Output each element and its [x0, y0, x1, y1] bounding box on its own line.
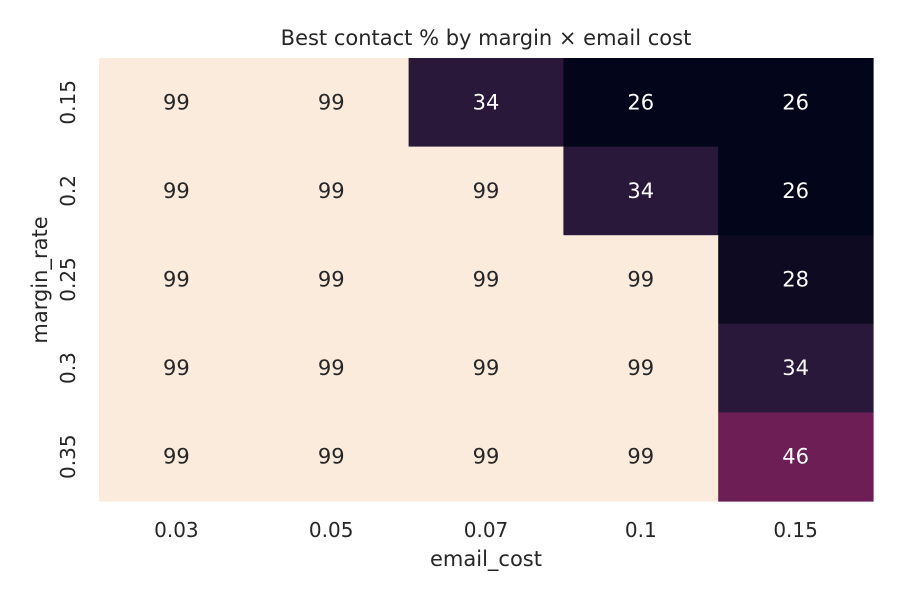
cell-value-label-0-4: 26 — [782, 90, 809, 114]
heatmap-cell-4-2 — [408, 412, 564, 502]
x-axis-label: email_cost — [430, 547, 542, 572]
x-tick-labels: 0.03 0.05 0.07 0.1 0.15 — [154, 518, 818, 542]
cell-value-label-0-3: 26 — [627, 90, 654, 114]
cell-value-label-2-4: 28 — [782, 268, 809, 292]
y-tick-label-4: 0.35 — [56, 434, 80, 479]
y-tick-label-0: 0.15 — [56, 80, 80, 125]
cell-value-label-3-4: 34 — [782, 356, 809, 380]
heatmap-cell-4-4 — [718, 412, 874, 502]
cell-value-label-1-3: 34 — [627, 179, 654, 203]
heatmap-cell-0-2 — [408, 58, 564, 148]
heatmap-cell-4-0 — [99, 412, 255, 502]
heatmap-cell-3-3 — [563, 323, 719, 413]
heatmap-cell-4-3 — [563, 412, 719, 502]
heatmap-cell-2-2 — [408, 235, 564, 325]
cell-value-label-1-4: 26 — [782, 179, 809, 203]
heatmap-cell-3-1 — [253, 323, 410, 413]
cell-value-label-4-3: 99 — [627, 445, 654, 469]
heatmap-cell-2-3 — [563, 235, 719, 325]
cell-value-label-3-1: 99 — [318, 356, 345, 380]
x-tick-label-1: 0.05 — [309, 518, 354, 542]
y-axis-label: margin_rate — [28, 216, 53, 343]
heatmap-cell-2-0 — [99, 235, 255, 325]
y-tick-label-2: 0.25 — [56, 257, 80, 302]
cell-value-label-1-1: 99 — [318, 179, 345, 203]
heatmap-cell-0-3 — [563, 58, 719, 148]
cell-value-label-1-2: 99 — [473, 179, 500, 203]
heatmap-cell-4-1 — [253, 412, 410, 502]
cell-value-label-3-3: 99 — [627, 356, 654, 380]
heatmap-data-labels: 99 99 34 26 26 99 99 99 34 26 99 99 99 99 28 99 99 99 99 34… — [163, 90, 809, 468]
heatmap-cell-0-1 — [253, 58, 410, 148]
heatmap-cell-1-0 — [99, 146, 255, 236]
heatmap-cell-2-4 — [718, 235, 874, 325]
x-tick-label-3: 0.1 — [625, 518, 657, 542]
cell-value-label-1-0: 99 — [163, 179, 190, 203]
cell-value-label-3-0: 99 — [163, 356, 190, 380]
y-tick-labels: 0.15 0.2 0.25 0.3 0.35 — [56, 80, 80, 479]
heatmap-cell-0-4 — [718, 58, 874, 148]
heatmap-cells — [99, 58, 874, 502]
chart-title: Best contact % by margin × email cost — [281, 26, 692, 50]
y-tick-label-3: 0.3 — [56, 352, 80, 384]
heatmap-cell-1-2 — [408, 146, 564, 236]
cell-value-label-2-1: 99 — [318, 268, 345, 292]
cell-value-label-0-2: 34 — [473, 90, 500, 114]
heatmap-cell-3-4 — [718, 323, 874, 413]
cell-value-label-2-3: 99 — [627, 268, 654, 292]
heatmap-cell-3-2 — [408, 323, 564, 413]
heatmap-cell-1-3 — [563, 146, 719, 236]
cell-value-label-3-2: 99 — [473, 356, 500, 380]
cell-value-label-2-0: 99 — [163, 268, 190, 292]
x-tick-label-4: 0.15 — [773, 518, 818, 542]
x-tick-label-2: 0.07 — [464, 518, 509, 542]
cell-value-label-4-1: 99 — [318, 445, 345, 469]
heatmap-cell-1-4 — [718, 146, 874, 236]
y-tick-label-1: 0.2 — [56, 175, 80, 207]
cell-value-label-2-2: 99 — [473, 268, 500, 292]
cell-value-label-0-0: 99 — [163, 90, 190, 114]
cell-value-label-4-4: 46 — [782, 445, 809, 469]
x-tick-label-0: 0.03 — [154, 518, 199, 542]
heatmap-cell-3-0 — [99, 323, 255, 413]
cell-value-label-0-1: 99 — [318, 90, 345, 114]
heatmap-cell-0-0 — [99, 58, 255, 148]
cell-value-label-4-0: 99 — [163, 445, 190, 469]
heatmap-cell-2-1 — [253, 235, 410, 325]
heatmap-cell-1-1 — [253, 146, 410, 236]
cell-value-label-4-2: 99 — [473, 445, 500, 469]
